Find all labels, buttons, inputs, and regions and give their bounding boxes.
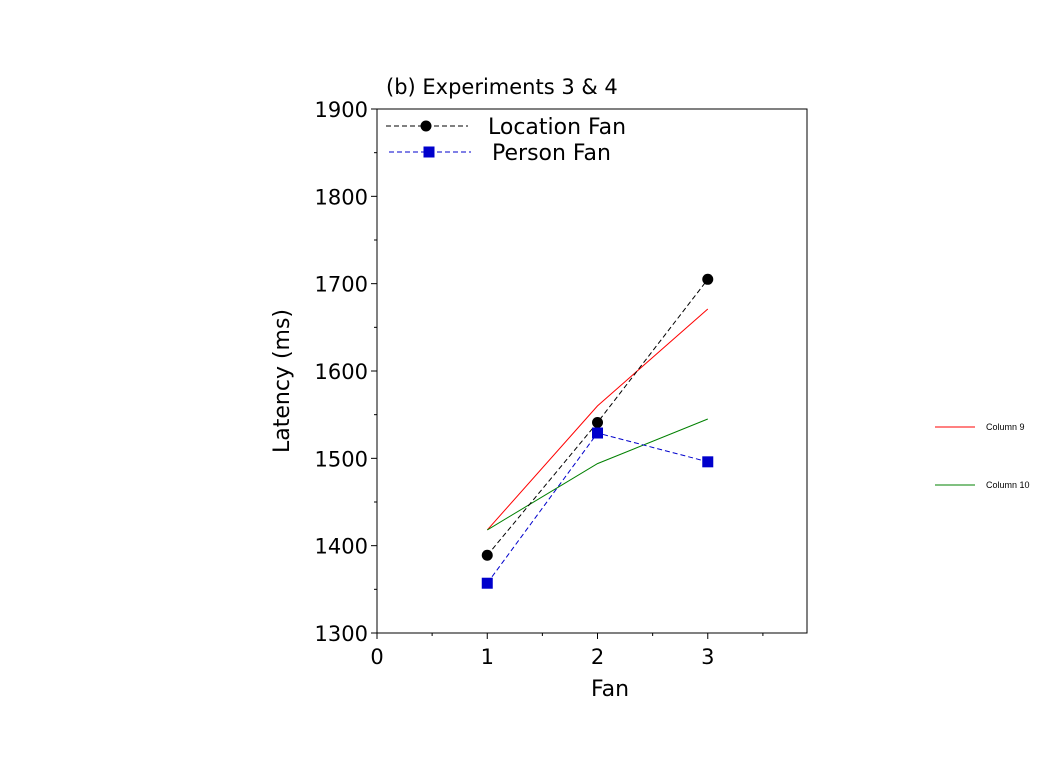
data-point (423, 146, 435, 158)
series-line (486, 308, 709, 531)
legend-label: Location Fan (488, 115, 626, 140)
side-legend-label: Column 9 (986, 422, 1025, 432)
x-axis-label: Fan (591, 677, 629, 702)
y-tick-label: 1600 (315, 360, 368, 384)
series-line (486, 432, 708, 584)
y-tick-label: 1300 (315, 622, 368, 646)
x-axis: 0 1 2 3 (370, 633, 764, 669)
y-axis-label: Latency (ms) (270, 309, 295, 453)
series-line (487, 418, 708, 531)
y-tick-label: 1400 (315, 535, 368, 559)
data-point (702, 456, 714, 468)
chart-title: (b) Experiments 3 & 4 (386, 75, 618, 99)
data-point (592, 427, 604, 439)
plot-frame (376, 108, 808, 634)
side-legend-entry: Column 10 (935, 480, 1030, 490)
x-tick-label: 2 (591, 645, 604, 669)
y-axis: 1300 1400 1500 1600 1700 1800 1900 (315, 98, 377, 646)
data-point (592, 417, 604, 429)
series-layer (481, 273, 714, 589)
y-tick-label: 1700 (315, 273, 368, 297)
series-column-9 (486, 308, 709, 531)
legend-label: Person Fan (492, 141, 611, 166)
x-tick-label: 3 (701, 645, 714, 669)
y-tick-label: 1800 (315, 185, 368, 209)
x-tick-label: 0 (370, 645, 383, 669)
legend-entry: Person Fan (389, 141, 611, 166)
y-tick-label: 1900 (315, 98, 368, 122)
data-point (481, 577, 493, 589)
side-legend-label: Column 10 (986, 480, 1030, 490)
side-legend-entry: Column 9 (935, 422, 1025, 432)
series-location-fan (481, 273, 714, 561)
data-point (702, 273, 714, 285)
data-point (420, 120, 432, 132)
side-legend: Column 9 Column 10 (935, 422, 1030, 490)
data-point (481, 549, 493, 561)
series-column-10 (487, 418, 708, 531)
legend-entry: Location Fan (386, 115, 626, 140)
series-person-fan (481, 427, 714, 589)
y-tick-label: 1500 (315, 447, 368, 471)
x-tick-label: 1 (481, 645, 494, 669)
